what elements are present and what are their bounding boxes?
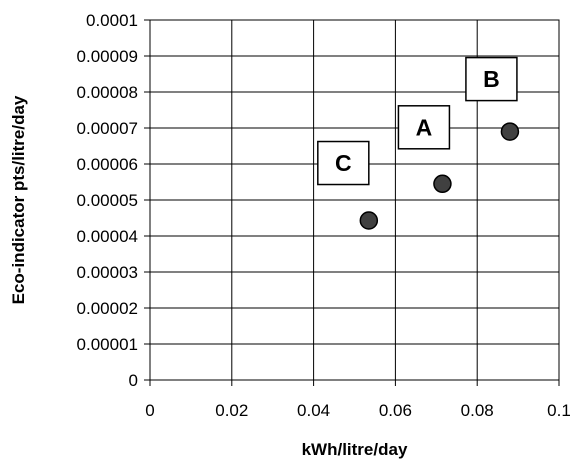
y-tick-label: 0.00004 xyxy=(77,227,138,246)
data-point xyxy=(433,174,452,194)
data-points: A B C xyxy=(317,56,520,230)
y-axis-title: Eco-indicator pts/litre/day xyxy=(9,95,28,304)
y-tick-label: 0.00006 xyxy=(77,155,138,174)
x-tick-labels: 0 0.02 0.04 0.06 0.08 0.1 xyxy=(145,401,571,420)
axis-ticks xyxy=(144,19,560,386)
x-tick-label: 0.02 xyxy=(215,401,248,420)
y-tick-label: 0.00005 xyxy=(77,191,138,210)
y-tick-label: 0.00001 xyxy=(77,335,138,354)
point-label: B xyxy=(483,66,500,92)
y-tick-label: 0.00002 xyxy=(77,299,138,318)
y-tick-label: 0.0001 xyxy=(86,11,138,30)
point-label-box xyxy=(465,56,518,102)
point-label: C xyxy=(335,150,352,176)
data-point xyxy=(500,122,520,141)
y-tick-label: 0.00009 xyxy=(77,47,138,66)
y-tick-labels: 0 0.00001 0.00002 0.00003 0.00004 0.00005 0.00… xyxy=(77,11,138,390)
x-tick-label: 0.04 xyxy=(297,401,330,420)
data-point xyxy=(359,211,379,230)
x-axis-title: kWh/litre/day xyxy=(302,440,408,459)
point-label: A xyxy=(416,114,433,140)
grid-lines xyxy=(150,20,559,380)
x-tick-label: 0.06 xyxy=(379,401,412,420)
y-tick-label: 0 xyxy=(129,371,138,390)
y-tick-label: 0.00007 xyxy=(77,119,138,138)
x-tick-label: 0.08 xyxy=(461,401,494,420)
x-tick-label: 0.1 xyxy=(547,401,571,420)
point-label-box xyxy=(317,140,370,186)
x-tick-label: 0 xyxy=(145,401,154,420)
point-label-box xyxy=(397,105,451,150)
y-tick-label: 0.00003 xyxy=(77,263,138,282)
y-tick-label: 0.00008 xyxy=(77,83,138,102)
